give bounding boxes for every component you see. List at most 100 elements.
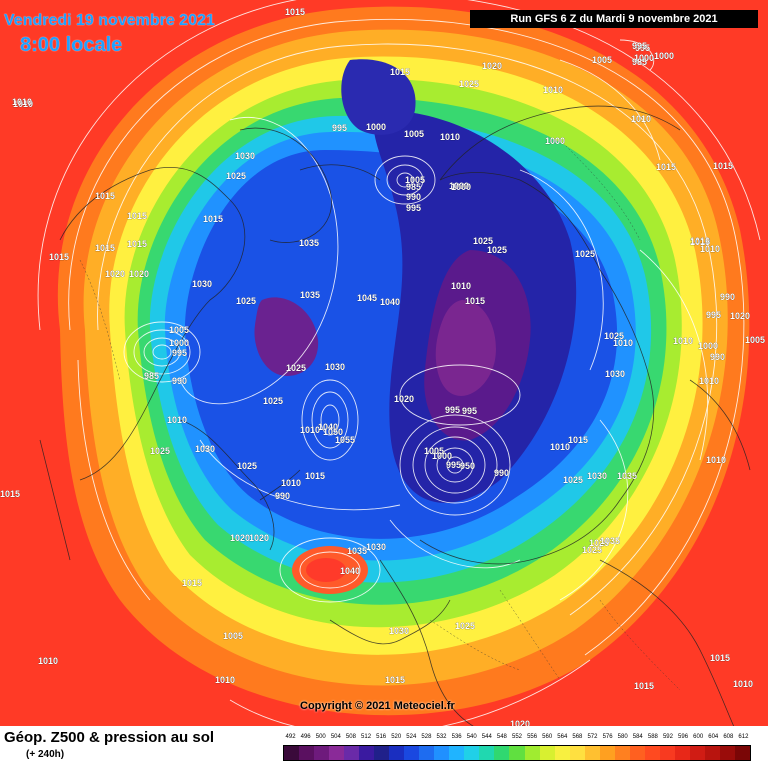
legend-label: 604 — [708, 734, 719, 740]
legend-label: 536 — [451, 734, 462, 740]
legend-label: 520 — [391, 734, 402, 740]
legend-label: 556 — [527, 734, 538, 740]
pressure-label: 985 — [632, 57, 647, 67]
pressure-label: 1000 — [545, 136, 565, 146]
pressure-label: 990 — [172, 376, 187, 386]
legend-label: 592 — [662, 734, 673, 740]
legend-swatch — [569, 746, 585, 760]
legend-swatch — [299, 746, 315, 760]
legend-swatch — [539, 746, 555, 760]
pressure-label: 1015 — [713, 161, 733, 171]
legend-swatch — [704, 746, 720, 760]
legend-swatch — [374, 746, 390, 760]
pressure-label: 1005 — [404, 129, 424, 139]
pressure-label: 1035 — [617, 471, 637, 481]
pressure-label: 1015 — [390, 67, 410, 77]
forecast-time: 8:00 locale — [20, 34, 123, 56]
pressure-label: 1005 — [169, 325, 189, 335]
pressure-label: 1010 — [38, 656, 58, 666]
legend-swatch — [389, 746, 405, 760]
pressure-label: 1025 — [473, 236, 493, 246]
pressure-label: 1025 — [487, 245, 507, 255]
pressure-label: 995 — [406, 203, 421, 213]
pressure-label: 1010 — [215, 675, 235, 685]
pressure-label: 1015 — [95, 191, 115, 201]
legend-label: 596 — [678, 734, 689, 740]
legend-swatch — [629, 746, 645, 760]
forecast-date: Vendredi 19 novembre 2021 — [4, 12, 215, 29]
legend-swatch — [524, 746, 540, 760]
legend-label: 512 — [361, 734, 372, 740]
pressure-label: 995 — [632, 41, 647, 51]
pressure-label: 950 — [460, 461, 475, 471]
pressure-label: 1030 — [605, 369, 625, 379]
legend-label: 492 — [285, 734, 296, 740]
copyright-notice: Copyright © 2021 Meteociel.fr — [300, 700, 455, 712]
legend-label: 540 — [466, 734, 477, 740]
pressure-label: 1030 — [235, 151, 255, 161]
pressure-label: 1020 — [482, 61, 502, 71]
coastlines — [39, 105, 751, 726]
pressure-label: 995 — [445, 405, 460, 415]
legend-label: 576 — [602, 734, 613, 740]
pressure-label: 1010 — [631, 114, 651, 124]
pressure-label: 1010 — [12, 97, 32, 107]
pressure-label: 1010 — [13, 99, 33, 109]
pressure-label: 1015 — [568, 435, 588, 445]
pressure-label: 1000 — [698, 341, 718, 351]
pressure-label: 1035 — [299, 238, 319, 248]
pressure-label: 1000 — [634, 53, 654, 63]
pressure-label: 1025 — [263, 396, 283, 406]
pressure-label: 1015 — [305, 471, 325, 481]
pressure-label: 1015 — [0, 489, 20, 499]
pressure-label: 990 — [275, 491, 290, 501]
legend-swatch — [344, 746, 360, 760]
legend-swatch — [734, 746, 750, 760]
legend-label: 532 — [436, 734, 447, 740]
pressure-label: 1050 — [323, 427, 343, 437]
pressure-label: 1030 — [389, 626, 409, 636]
pressure-label: 1010 — [733, 679, 753, 689]
legend-swatch — [599, 746, 615, 760]
pressure-label: 1000 — [432, 451, 452, 461]
pressure-label: 995 — [332, 123, 347, 133]
pressure-label: 1030 — [192, 279, 212, 289]
z500-low-core-west — [254, 297, 319, 376]
pressure-label: 1025 — [604, 331, 624, 341]
pressure-label: 1025 — [459, 79, 479, 89]
legend-swatch — [554, 746, 570, 760]
legend-label: 612 — [738, 734, 749, 740]
legend-label: 568 — [572, 734, 583, 740]
legend-label: 548 — [496, 734, 507, 740]
legend-label: 588 — [647, 734, 658, 740]
legend-swatch — [404, 746, 420, 760]
legend-swatch — [509, 746, 525, 760]
pressure-label: 1015 — [465, 296, 485, 306]
z500-low-core-east-deep — [435, 300, 496, 396]
isobar-lines — [37, 0, 761, 726]
legend-swatch — [419, 746, 435, 760]
pressure-label: 1010 — [543, 85, 563, 95]
pressure-label: 1015 — [385, 675, 405, 685]
national-borders — [79, 139, 681, 691]
pressure-label: 1015 — [182, 578, 202, 588]
pressure-label: 1040 — [380, 297, 400, 307]
lead-time: (+ 240h) — [26, 749, 65, 760]
legend-swatch — [314, 746, 330, 760]
pressure-label: 1000 — [654, 51, 674, 61]
legend-label: 584 — [632, 734, 643, 740]
pressure-label: 1020 — [730, 311, 750, 321]
legend-swatch — [719, 746, 735, 760]
pressure-label: 1010 — [706, 455, 726, 465]
pressure-label: 1030 — [325, 362, 345, 372]
pressure-label: 1040 — [340, 566, 360, 576]
pressure-label: 1015 — [95, 243, 115, 253]
legend-swatch — [494, 746, 510, 760]
legend-label: 572 — [587, 734, 598, 740]
pressure-label: 1055 — [335, 435, 355, 445]
pressure-label: 1010 — [699, 376, 719, 386]
pressure-label: 1005 — [223, 631, 243, 641]
high-pressure-cell-atlantic-core — [306, 558, 346, 582]
pressure-label: 1035 — [347, 546, 367, 556]
pressure-label: 1040 — [318, 422, 338, 432]
